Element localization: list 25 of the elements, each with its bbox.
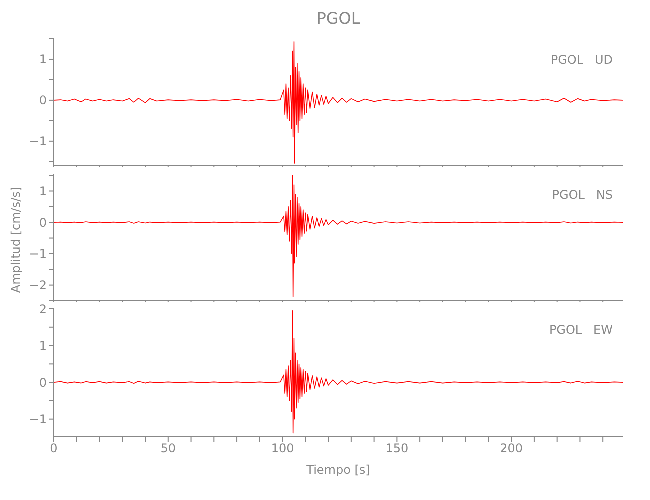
- line-series: [54, 310, 623, 434]
- y-axis-title: Amplitud [cm/s/s]: [9, 186, 23, 296]
- y-tick-label: −2: [29, 278, 47, 293]
- y-tick-label: −1: [29, 412, 47, 427]
- y-tick-label: 0: [39, 376, 47, 390]
- x-tick-label: 0: [50, 442, 58, 456]
- annotation: PGOL UD: [550, 53, 613, 67]
- annotation: PGOL NS: [552, 188, 613, 202]
- x-tick-label: 150: [386, 442, 409, 456]
- y-tick-label: −1: [29, 247, 47, 262]
- y-tick-label: 2: [39, 302, 47, 316]
- annotation: PGOL EW: [549, 323, 613, 337]
- y-tick-label: 0: [39, 94, 47, 108]
- x-axis-title: Tiempo [s]: [306, 463, 372, 477]
- line-series: [54, 41, 623, 164]
- x-tick-label: 50: [160, 442, 176, 456]
- y-tick-label: 1: [39, 184, 47, 199]
- y-tick-label: 0: [39, 216, 47, 230]
- chart-title: PGOL: [316, 8, 362, 30]
- y-tick-label: −1: [29, 134, 47, 149]
- line-series: [54, 175, 623, 298]
- x-tick-label: 200: [500, 442, 524, 456]
- y-tick-label: 1: [39, 339, 47, 354]
- x-tick-label: 100: [271, 442, 294, 456]
- y-tick-label: 1: [39, 52, 47, 67]
